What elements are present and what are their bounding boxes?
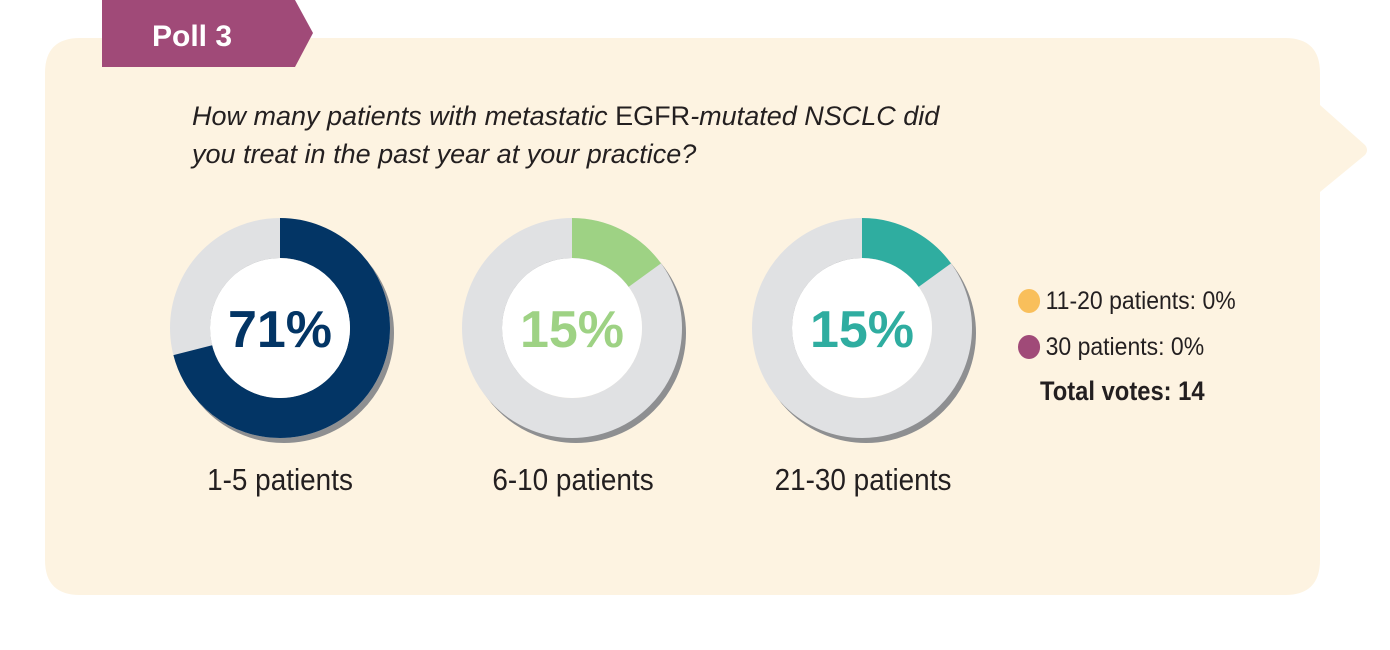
donut-value-label: 15% [810, 301, 914, 359]
donut-center [792, 258, 932, 398]
donut-center [210, 258, 350, 398]
legend-label: 30 patients: 0% [1045, 332, 1205, 361]
plum-dot-icon [1018, 335, 1041, 359]
donut-category-label: 6-10 patients [492, 462, 654, 497]
donut-value-arc [752, 218, 972, 438]
orange-dot-icon [1018, 289, 1041, 313]
legend-label: 11-20 patients: 0% [1045, 286, 1236, 315]
total-votes: Total votes: 14 [1040, 376, 1205, 406]
donut-category-label: 21-30 patients [774, 462, 952, 497]
legend-item: 30 patients: 0% [1018, 330, 1236, 364]
bubble-background [45, 38, 1367, 595]
donut-value-arc [170, 218, 390, 438]
legend-item: 11-20 patients: 0% [1018, 284, 1236, 318]
donut-value-arc [462, 218, 682, 438]
donut-category-label: 1-5 patients [207, 462, 353, 497]
donut-charts: 71% 15% 15% [170, 218, 976, 443]
donut-center [502, 258, 642, 398]
donut-value-label: 71% [228, 301, 332, 359]
donut-value-label: 15% [520, 301, 624, 359]
poll-tag-shape [102, 0, 313, 67]
legend: 11-20 patients: 0% 30 patients: 0% Total… [1018, 284, 1255, 407]
poll-question: How many patients with metastatic EGFR-m… [192, 101, 940, 169]
poll-tag-label: Poll 3 [152, 20, 232, 53]
